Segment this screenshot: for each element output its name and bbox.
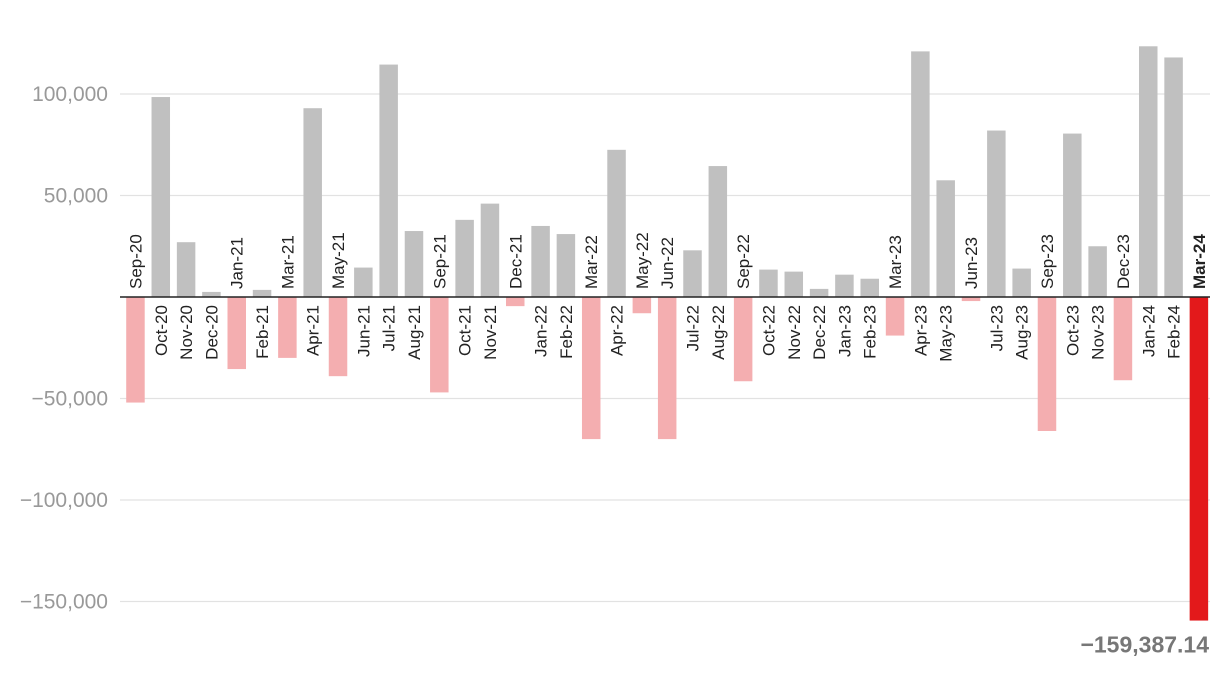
category-label: Oct-20 [152,305,171,356]
y-tick-label: 100,000 [32,83,108,106]
bar [1088,246,1107,297]
bar [1012,268,1031,297]
bar [328,297,348,377]
category-labels: Sep-20 Oct-20 Nov-20 Dec-20 Jan-21 Feb-21 Mar-… [126,232,1208,361]
category-label: Sep-21 [430,234,449,289]
bar [278,297,297,358]
category-label: Aug-21 [405,305,424,360]
bar [404,231,424,297]
y-tick-label: −50,000 [32,388,109,411]
category-label: Mar-23 [886,235,905,289]
y-axis-tick-labels: −150,000 −100,000 −50,000 50,000 100,000 [20,83,108,614]
bar [936,180,955,297]
bar [303,108,322,298]
category-label: Nov-21 [481,305,500,360]
category-label: Jul-23 [987,305,1006,351]
bar [151,97,171,297]
bar [683,250,702,297]
bar [860,278,879,297]
category-label: Feb-22 [557,305,576,359]
y-tick-label: 50,000 [44,185,108,208]
bar [202,291,221,297]
category-label: Dec-23 [1114,234,1133,289]
bar [733,297,753,382]
category-label: Feb-24 [1165,305,1184,359]
bar [632,297,652,314]
bar [835,274,854,297]
bar [1037,297,1057,431]
bar [581,297,601,440]
category-label: May-23 [937,305,956,362]
highlight-value-label: −159,387.14 [1080,632,1209,658]
bars [126,46,1209,621]
category-label: Aug-22 [709,305,728,360]
category-label: Dec-20 [202,305,221,360]
category-label: Dec-22 [810,305,829,360]
bar [1063,133,1082,297]
category-label: Jan-24 [1139,305,1158,357]
category-label: Nov-22 [785,305,804,360]
bar [607,149,626,297]
category-label: Mar-21 [278,235,297,289]
bar [809,288,829,297]
bar [1164,57,1183,298]
category-label: Oct-21 [456,305,475,356]
bar [480,203,500,297]
bar [1113,297,1133,381]
bar [657,297,677,440]
category-label: Dec-21 [506,234,525,289]
category-label: Apr-23 [911,305,930,356]
category-label: Apr-22 [608,305,627,356]
category-label: Feb-23 [861,305,880,359]
category-label: May-21 [329,232,348,289]
category-label: Oct-23 [1063,305,1082,356]
category-label: Jun-23 [962,237,981,289]
category-label: Jul-21 [380,305,399,351]
bar [911,51,930,298]
category-label: Jul-22 [684,305,703,351]
category-label: Jan-21 [228,237,247,289]
bar [379,64,398,297]
bar-highlight [1189,297,1209,621]
bar [987,130,1006,297]
bar [354,267,373,297]
bar [126,297,145,403]
category-label: Aug-23 [1013,305,1032,360]
category-label: Jun-21 [354,305,373,357]
bar [961,297,981,302]
bar [176,242,196,297]
category-label: Nov-20 [177,305,196,360]
bar [252,289,272,297]
y-tick-label: −150,000 [20,591,108,614]
bar [455,219,474,297]
category-label: Sep-23 [1038,234,1057,289]
bar [708,166,728,297]
bar [430,297,449,393]
category-label: Jan-22 [532,305,551,357]
bar [885,297,905,336]
bar [1139,46,1158,297]
category-label: Feb-21 [253,305,272,359]
category-label: Apr-21 [304,305,323,356]
bar [531,225,550,297]
category-label: Mar-22 [582,235,601,289]
category-label: Mar-24 [1190,234,1209,289]
bar [556,234,576,297]
bar [227,297,246,370]
category-label: May-22 [633,232,652,289]
category-label: Nov-23 [1089,305,1108,360]
category-label: Jun-22 [658,237,677,289]
y-tick-label: −100,000 [20,489,108,512]
bar [506,297,525,307]
category-label: Jan-23 [835,305,854,357]
category-label: Oct-22 [759,305,778,356]
bar [759,269,778,297]
bar [784,271,804,297]
category-label: Sep-20 [126,234,145,289]
category-label: Sep-22 [734,234,753,289]
